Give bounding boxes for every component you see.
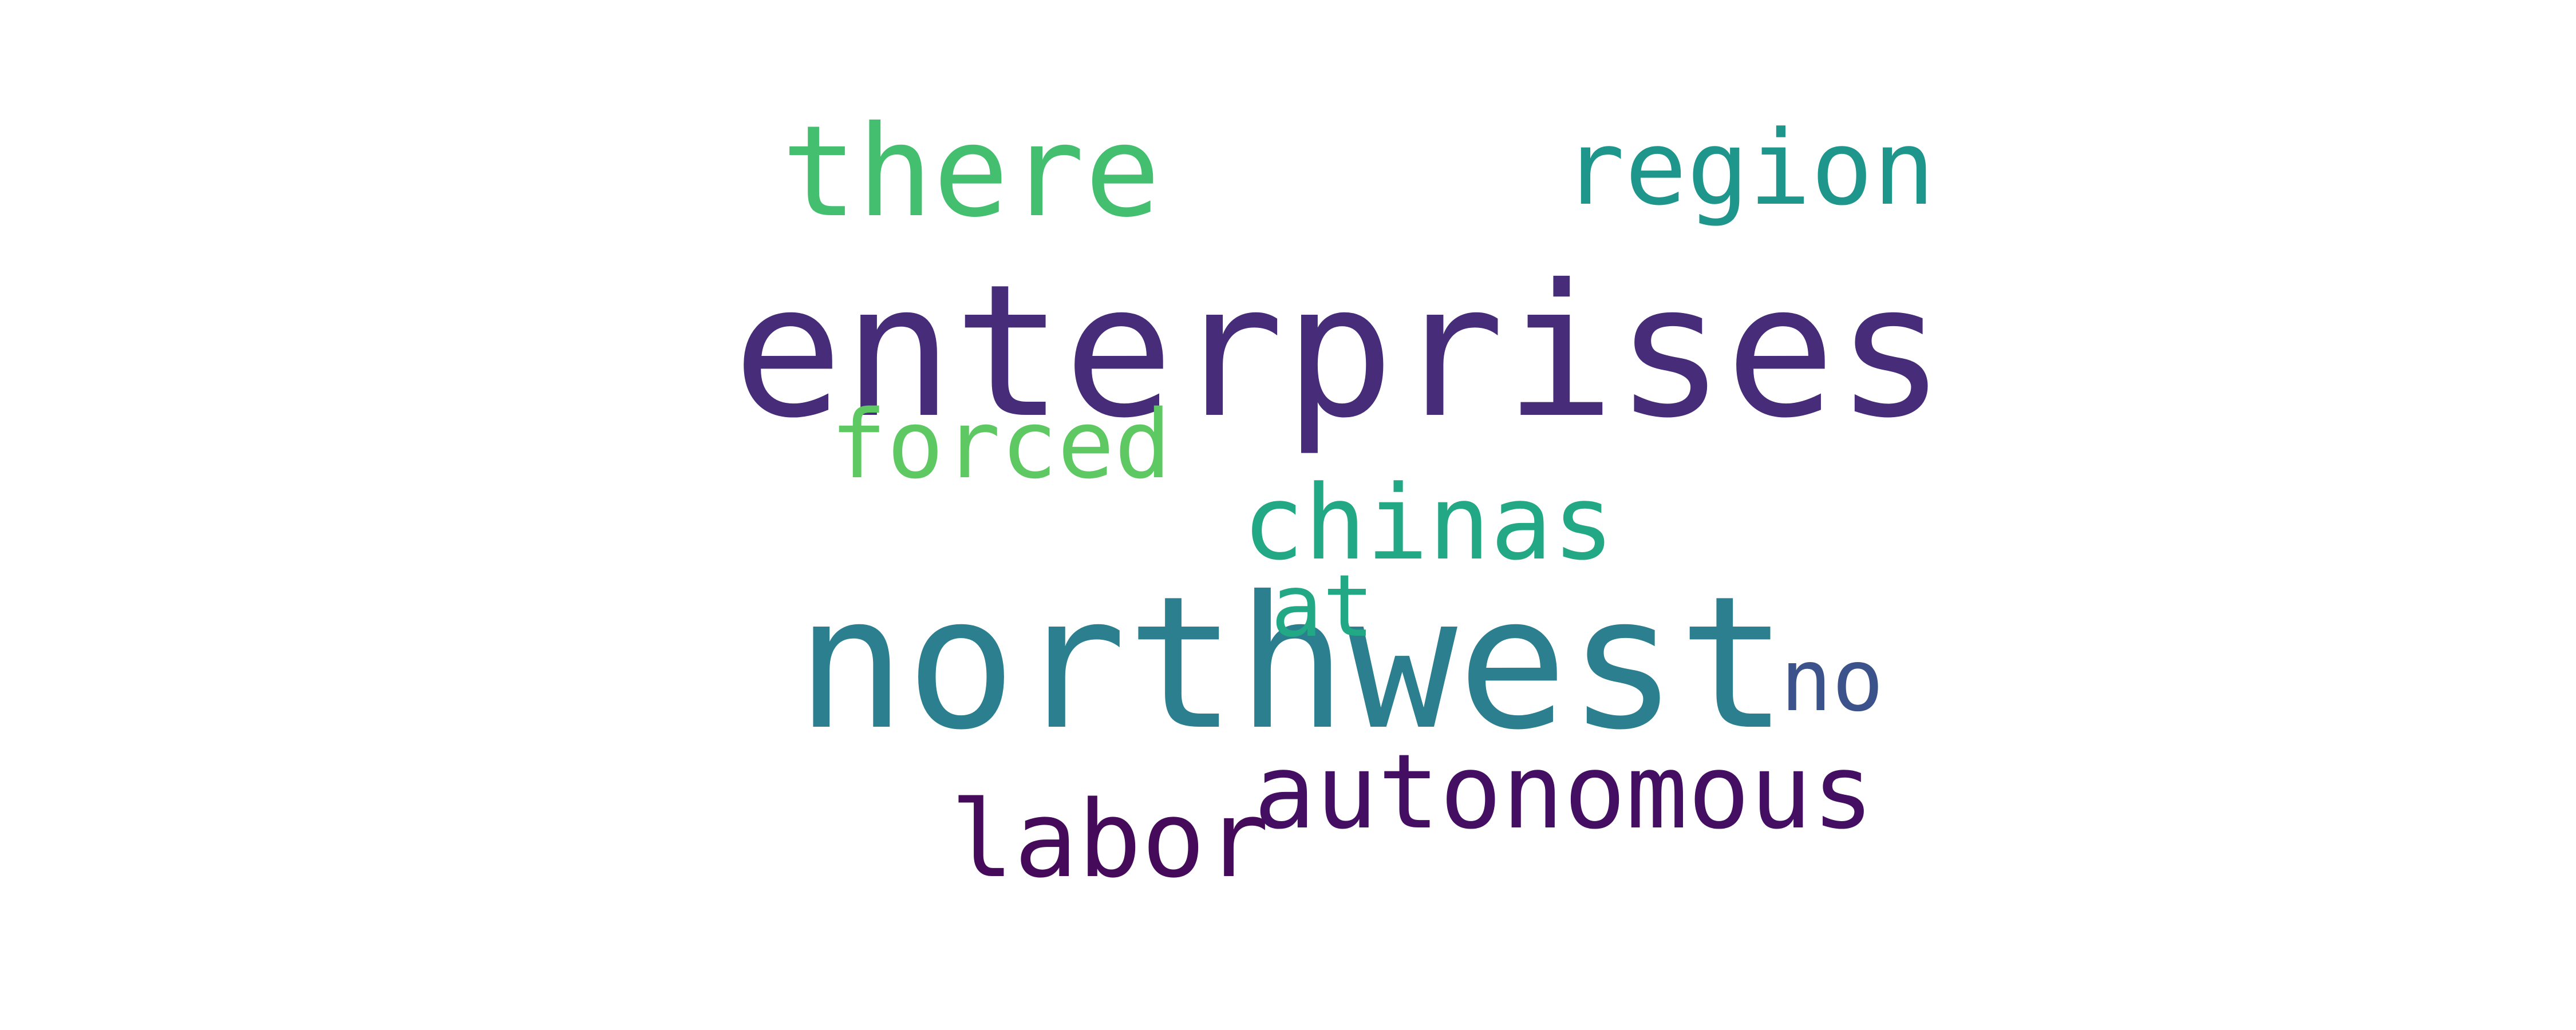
word-labor: labor (950, 778, 1269, 901)
word-region: region (1563, 109, 1935, 228)
word-no: no (1780, 631, 1884, 731)
word-enterprises: enterprises (733, 245, 1946, 458)
word-there: there (781, 98, 1161, 245)
word-northwest: northwest (796, 557, 1788, 770)
word-forced: forced (830, 390, 1172, 500)
word-chinas: chinas (1242, 464, 1615, 583)
word-autonomous: autonomous (1254, 732, 1874, 852)
word-at: at (1271, 557, 1374, 656)
